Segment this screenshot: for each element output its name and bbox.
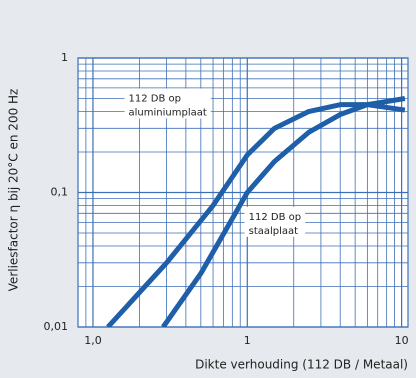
y-tick-label: 0,01: [44, 320, 69, 333]
plot-border: [77, 57, 409, 328]
annotation: staalplaat: [249, 226, 299, 237]
x-axis-label: Dikte verhouding (112 DB / Metaal): [195, 358, 408, 372]
annotation-box: [244, 206, 306, 237]
x-tick-label: 1: [244, 334, 251, 347]
annotation: 112 DB op: [249, 212, 301, 223]
y-tick-label: 0,1: [51, 186, 69, 199]
annotation: 112 DB op: [129, 93, 181, 104]
annotation-box: [124, 88, 211, 119]
line-series: [106, 102, 406, 327]
y-axis-label: Verliesfactor η bij 20°C en 200 Hz: [7, 89, 21, 292]
x-tick-label: 10: [395, 334, 409, 347]
x-tick-label: 1,0: [84, 334, 102, 347]
annotation: aluminiumplaat: [129, 107, 207, 118]
y-tick-label: 1: [61, 51, 68, 64]
line-series: [161, 96, 406, 327]
